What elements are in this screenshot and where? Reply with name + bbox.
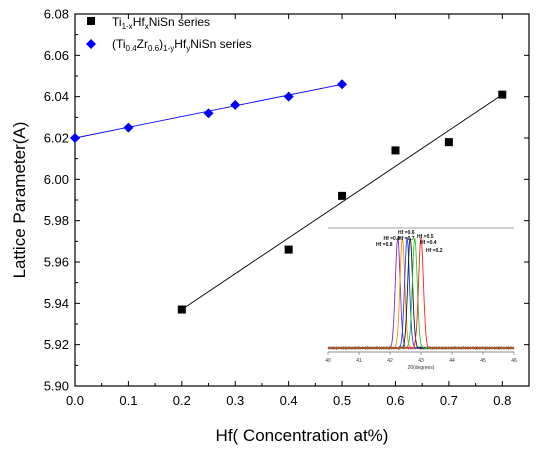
inset-xrd-curve [327,237,515,350]
inset-curves [327,237,515,350]
legend-marker-diamond [86,39,96,49]
inset-x-tick-label: 45 [480,358,486,364]
x-tick-label: 0.1 [119,393,137,408]
data-point-series-2 [230,99,241,110]
inset-xrd-curve [327,237,515,350]
inset-peak-label: Hf =0.8 [376,242,393,248]
legend-label-series-1: Ti1-xHfxNiSn series [112,15,210,31]
plot-frame [74,13,530,387]
legend-subscript: 0.6 [148,44,160,53]
inset-xrd-curve [327,237,515,350]
y-axis-title: Lattice Parameter(A) [10,122,29,279]
data-point-series-2 [70,133,80,143]
x-tick-label: 0.5 [333,393,351,408]
y-tick-label: 6.02 [44,131,69,146]
legend-text-part: NiSn series [190,37,251,51]
data-point-series-2 [283,91,294,102]
y-tick-label: 5.94 [44,296,69,311]
inset-xrd-curve [327,237,515,350]
legend-text-part: (Ti [112,37,126,51]
x-axis-title: Hf( Concentration at%) [216,426,389,445]
data-point-series-2 [203,108,214,119]
x-tick-label: 0.4 [280,393,298,408]
inset-x-tick-label: 46 [511,358,517,364]
data-point-series-1 [284,245,293,254]
legend-text-part: NiSn series [149,15,210,29]
inset-x-ticks: 40 41 42 43 44 45 46 [325,352,517,364]
data-point-series-1 [444,138,453,147]
inset-xrd-curve [327,237,515,350]
y-tick-label: 6.00 [44,172,69,187]
legend-text-part: Hf [174,37,187,51]
x-tick-label: 0.8 [493,393,511,408]
data-point-series-1 [498,90,507,99]
inset-xrd-plot: 40 41 42 43 44 45 46 Hf =0.6Hf =0.7Hf =0.8Hf =… [325,227,517,371]
x-tick-label: 0.2 [173,393,191,408]
legend-text-part: ) [159,37,163,51]
inset-x-axis-title: 2θ(degrees) [408,365,435,371]
inset-peak-label: Hf =0.2 [426,248,443,254]
inset-x-tick-label: 41 [356,358,362,364]
data-point-series-1 [177,305,186,314]
y-tick-label: 6.08 [44,7,69,22]
inset-x-tick-label: 43 [418,358,424,364]
legend-marker-square [87,17,95,25]
y-tick-label: 5.96 [44,255,69,270]
legend-text-part: Ti [112,15,122,29]
inset-xrd-curve [327,238,515,350]
inset-peak-label: Hf =0.5 [417,234,434,240]
inset-peak-label: Hf =0.7 [398,236,415,242]
legend-subscript: y [186,44,190,53]
x-tick-label: 0.7 [440,393,458,408]
legend-text-part: Hf [133,15,146,29]
y-tick-label: 5.90 [44,379,69,394]
legend: Ti1-xHfxNiSn series (Ti0.4Zr0.6)1-yHfyNi… [86,15,252,53]
y-tick-label: 6.04 [44,89,69,104]
legend-subscript: 1-y [163,44,174,53]
inset-x-tick-label: 44 [449,358,455,364]
inset-peak-labels: Hf =0.6Hf =0.7Hf =0.8Hf =0.5Hf =0.4Hf =0… [376,230,443,254]
y-tick-label: 5.92 [44,337,69,352]
inset-peak-label: Hf =0.6 [398,230,415,236]
inset-x-tick-label: 40 [325,358,331,364]
inset-peak-label: Hf =0.8 [383,236,400,242]
inset-x-tick-label: 42 [387,358,393,364]
legend-label-series-2: (Ti0.4Zr0.6)1-yHfyNiSn series [112,37,252,53]
legend-text-part: Zr [137,37,148,51]
legend-subscript: 0.4 [126,44,138,53]
data-point-series-1 [391,146,400,155]
y-tick-label: 6.06 [44,48,69,63]
fit-lines [74,83,503,310]
fit-line-series-1 [181,94,503,310]
data-point-series-1 [338,191,347,200]
legend-subscript: x [145,22,149,31]
legend-subscript: 1-x [122,22,133,31]
x-tick-label: 0.3 [226,393,244,408]
data-point-series-2 [123,122,134,133]
y-tick-label: 5.98 [44,213,69,228]
axis-ticks: 0.0 0.1 0.2 0.3 0.4 0.5 0.6 0.7 0.8 5.90 5.92 5.94 5… [44,7,529,408]
x-tick-label: 0.0 [66,393,84,408]
inset-peak-label: Hf =0.4 [420,240,437,246]
x-tick-label: 0.6 [386,393,404,408]
data-points [70,79,507,314]
data-point-series-2 [337,79,348,90]
